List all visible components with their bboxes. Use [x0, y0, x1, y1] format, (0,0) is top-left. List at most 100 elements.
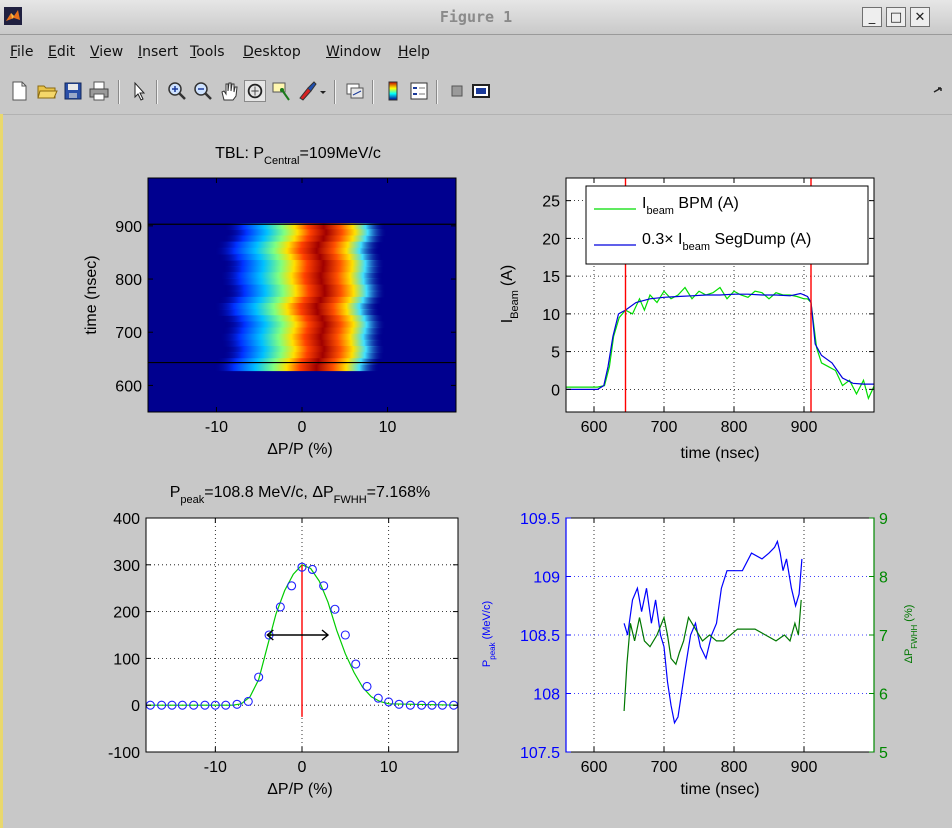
maximize-button[interactable]: □	[886, 7, 906, 27]
menu-desktop[interactable]: Desktop	[243, 44, 301, 60]
dock-arrow-icon[interactable]	[930, 80, 946, 102]
x-tick-label: 0	[298, 759, 307, 776]
menu-window[interactable]: Window	[326, 44, 381, 60]
y-tick-label: 0	[551, 382, 560, 399]
rotate-3d-icon[interactable]	[244, 80, 266, 102]
heatmap-cell-row	[219, 272, 383, 280]
left-y-tick-label: 107.5	[520, 745, 560, 762]
spectrum-data-point	[287, 581, 297, 591]
minimize-button[interactable]: _	[862, 7, 882, 27]
zoom-out-icon[interactable]	[192, 80, 214, 102]
x-tick-label: 900	[791, 759, 818, 776]
spectrum-data-point	[405, 700, 415, 710]
heatmap-xlabel: ΔP/P (%)	[267, 441, 333, 458]
new-figure-icon[interactable]	[8, 80, 30, 102]
select-arrow-icon[interactable]	[128, 80, 150, 102]
peak-axes	[566, 518, 874, 752]
spectrum-data-point	[157, 700, 167, 710]
x-tick-label: 10	[380, 759, 398, 776]
spectrum-data-point	[319, 581, 329, 591]
matlab-logo-icon	[4, 7, 22, 25]
heatmap-cell-row	[222, 266, 385, 273]
heatmap-cell-row	[221, 339, 384, 347]
beam-current-xlabel: time (nsec)	[680, 445, 759, 462]
menu-help[interactable]: Help	[398, 44, 430, 60]
spectrum-data-point	[417, 700, 427, 710]
heatmap-cell-row	[219, 333, 383, 341]
heatmap-band	[213, 223, 387, 372]
heatmap-cell-row	[221, 315, 384, 323]
toolbar-separator	[372, 80, 374, 104]
y-tick-label: 700	[115, 325, 142, 342]
zoom-in-icon[interactable]	[166, 80, 188, 102]
right-y-tick-label: 7	[879, 628, 888, 645]
menu-file-mnemonic: F	[10, 44, 18, 60]
menu-view[interactable]: View	[90, 44, 123, 60]
toolbar-separator	[334, 80, 336, 104]
toolbar-separator	[118, 80, 120, 104]
legend-icon[interactable]	[408, 80, 430, 102]
menu-insert-mnemonic: I	[138, 44, 143, 60]
spectrum-data-point	[200, 700, 210, 710]
pan-hand-icon[interactable]	[218, 80, 240, 102]
spectrum-data-point	[167, 700, 177, 710]
heatmap-cell-row	[214, 247, 380, 255]
menu-tools-label: ools	[196, 44, 225, 60]
menu-window-mnemonic: W	[326, 44, 340, 60]
title-bar[interactable]: Figure 1 _ □ ✕	[0, 0, 952, 35]
heatmap-cell-row	[226, 229, 387, 237]
spectrum-data-point	[340, 630, 350, 640]
close-button[interactable]: ✕	[910, 7, 930, 27]
open-file-icon[interactable]	[36, 80, 58, 102]
heatmap-cell-row	[223, 223, 386, 230]
colorbar-icon[interactable]	[382, 80, 404, 102]
menu-bar: File Edit View Insert Tools Desktop Wind…	[0, 36, 952, 68]
print-icon[interactable]	[88, 80, 110, 102]
menu-tools[interactable]: Tools	[190, 44, 225, 60]
spectrum-data-point	[275, 602, 285, 612]
menu-desktop-label: esktop	[253, 44, 301, 60]
save-icon[interactable]	[62, 80, 84, 102]
heatmap-cell-row	[222, 352, 385, 359]
spectrum-data-point	[351, 659, 361, 669]
menu-desktop-mnemonic: D	[243, 44, 254, 60]
legend-box	[585, 185, 869, 265]
link-plot-icon[interactable]	[344, 80, 366, 102]
show-plot-tools-icon[interactable]	[470, 80, 492, 102]
legend-label-bpm: Ibeam BPM (A)	[642, 195, 739, 217]
window-title: Figure 1	[439, 8, 513, 26]
y-tick-label: 5	[551, 345, 560, 362]
x-tick-label: 900	[791, 419, 818, 436]
heatmap-cell-row	[216, 241, 381, 249]
fwhh-arrow-left	[266, 629, 274, 641]
spectrum-data-point	[437, 700, 447, 710]
menu-view-label: iew	[99, 44, 124, 60]
beam-current-legend: Ibeam BPM (A) 0.3× Ibeam SegDump (A)	[585, 185, 869, 265]
data-cursor-icon[interactable]	[270, 80, 292, 102]
menu-file[interactable]: File	[10, 44, 33, 60]
left-y-tick-label: 109	[533, 570, 560, 587]
spectrum-data-point	[177, 700, 187, 710]
spectrum-panel: Ppeak=108.8 MeV/c, ΔPFWHH=7.168% -10 0 10-…	[108, 484, 459, 798]
menu-insert-label: nsert	[142, 44, 179, 60]
peak-right-ylabel: ΔPFWHH(%)	[903, 605, 919, 664]
window-border	[0, 114, 3, 828]
hide-plot-tools-icon[interactable]	[446, 80, 468, 102]
y-tick-label: 200	[113, 605, 140, 622]
brush-icon[interactable]	[296, 80, 318, 102]
y-tick-label: 900	[115, 219, 142, 236]
spectrum-data-point	[362, 681, 372, 692]
menu-edit[interactable]: Edit	[48, 44, 75, 60]
y-tick-label: 800	[115, 272, 142, 289]
chevron-down-icon[interactable]	[318, 80, 328, 102]
y-tick-label: 600	[115, 378, 142, 395]
spectrum-xlabel: ΔP/P (%)	[267, 781, 333, 798]
y-tick-label: 100	[113, 651, 140, 668]
beam-current-frame	[565, 177, 875, 413]
x-tick-label: -10	[204, 759, 227, 776]
x-tick-label: 10	[379, 419, 397, 436]
y-tick-label: 20	[542, 231, 560, 248]
heatmap-cell-row	[223, 260, 385, 267]
menu-insert[interactable]: Insert	[138, 44, 178, 60]
spectrum-data-point	[210, 700, 220, 710]
